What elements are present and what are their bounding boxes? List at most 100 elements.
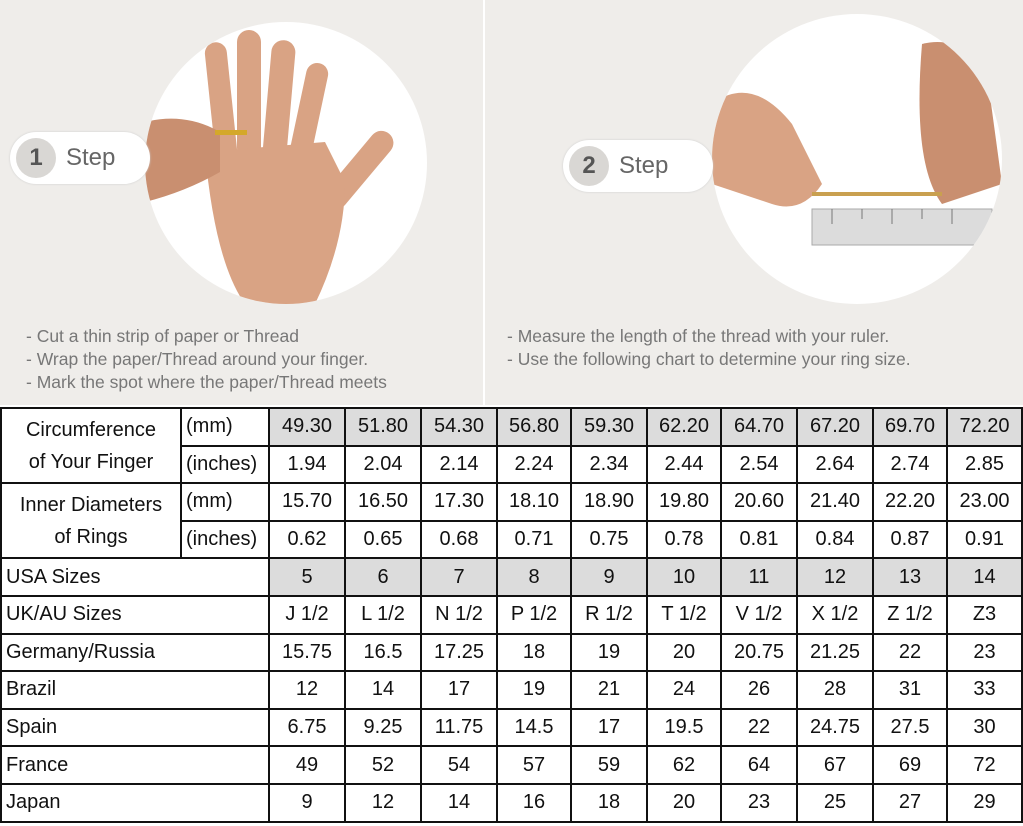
- table-cell: 15.75: [268, 632, 346, 673]
- table-cell: 23.00: [946, 482, 1023, 522]
- table-cell: 54: [420, 745, 498, 785]
- table-cell: 59: [570, 745, 648, 785]
- table-cell: 56.80: [496, 407, 572, 447]
- table-cell: 69.70: [872, 407, 948, 447]
- thread-ruler-illustration: [712, 14, 1002, 304]
- table-cell: 16: [496, 782, 572, 823]
- step-label: Step: [619, 152, 669, 179]
- table-cell: 19: [570, 632, 648, 673]
- table-row: Japan 9 12 14 16 18 20 23 25 27 29: [0, 782, 1023, 823]
- panel-divider: [483, 0, 485, 405]
- table-row: (inches) 0.62 0.65 0.68 0.71 0.75 0.78 0.81 0.84…: [1, 519, 1023, 560]
- table-cell: 18.90: [570, 482, 648, 522]
- table-cell: 0.71: [496, 519, 572, 560]
- table-cell: 2.54: [720, 444, 798, 485]
- table-row: USA Sizes 5 6 7 8 9 10 11 12 13 14: [0, 557, 1023, 597]
- instruction-text: - Measure the length of the thread with …: [507, 326, 890, 346]
- step-number: 1: [16, 138, 56, 178]
- table-cell: 0.87: [872, 519, 948, 560]
- table-cell: 7: [420, 557, 498, 597]
- table-cell: P 1/2: [496, 594, 572, 635]
- table-cell: 12: [796, 557, 874, 597]
- row-header: UK/AU Sizes: [0, 594, 270, 635]
- table-cell: N 1/2: [420, 594, 498, 635]
- table-cell: 2.24: [496, 444, 572, 485]
- unit-label: (inches): [180, 519, 270, 560]
- row-header: Spain: [0, 707, 270, 748]
- table-cell: 9.25: [344, 707, 422, 748]
- table-cell: 16.5: [344, 632, 422, 673]
- table-row: France 49 52 54 57 59 62 64 67 69 72: [0, 745, 1023, 785]
- instruction-text: - Mark the spot where the paper/Thread m…: [26, 372, 387, 392]
- table-cell: 15.70: [268, 482, 346, 522]
- table-cell: 0.62: [268, 519, 346, 560]
- table-cell: 21.40: [796, 482, 874, 522]
- table-cell: L 1/2: [344, 594, 422, 635]
- table-cell: 57: [496, 745, 572, 785]
- table-cell: 2.14: [420, 444, 498, 485]
- table-cell: 8: [496, 557, 572, 597]
- table-cell: 22: [872, 632, 948, 673]
- table-cell: Z 1/2: [872, 594, 948, 635]
- step-number: 2: [569, 146, 609, 186]
- table-cell: 0.78: [646, 519, 722, 560]
- table-row: UK/AU Sizes J 1/2 L 1/2 N 1/2 P 1/2 R 1/2 T 1/…: [0, 594, 1023, 635]
- row-header: Germany/Russia: [0, 632, 270, 673]
- table-cell: Z3: [946, 594, 1023, 635]
- table-cell: 24.75: [796, 707, 874, 748]
- unit-label: (mm): [180, 482, 270, 522]
- table-cell: 10: [646, 557, 722, 597]
- table-cell: 12: [344, 782, 422, 823]
- instructions-panel: 1 Step - Cut a thin strip of paper or Th…: [0, 0, 1023, 405]
- instruction-text: - Cut a thin strip of paper or Thread: [26, 326, 300, 346]
- table-cell: R 1/2: [570, 594, 648, 635]
- table-cell: 14: [946, 557, 1023, 597]
- table-cell: 72: [946, 745, 1023, 785]
- table-cell: 72.20: [946, 407, 1023, 447]
- table-cell: 64: [720, 745, 798, 785]
- table-cell: 23: [946, 632, 1023, 673]
- table-cell: 17: [570, 707, 648, 748]
- table-cell: 22: [720, 707, 798, 748]
- table-cell: 0.81: [720, 519, 798, 560]
- instruction-text: - Use the following chart to determine y…: [507, 349, 911, 369]
- step-1-instructions: - Cut a thin strip of paper or Thread - …: [26, 325, 387, 394]
- row-header: Japan: [0, 782, 270, 823]
- table-cell: 20: [646, 782, 722, 823]
- table-cell: X 1/2: [796, 594, 874, 635]
- table-cell: 22.20: [872, 482, 948, 522]
- table-cell: 6: [344, 557, 422, 597]
- table-cell: 2.04: [344, 444, 422, 485]
- row-header: Circumference of Your Finger: [0, 406, 182, 485]
- table-cell: 18.10: [496, 482, 572, 522]
- table-row: (inches) 1.94 2.04 2.14 2.24 2.34 2.44 2.54 2.64…: [1, 444, 1023, 485]
- table-cell: 21.25: [796, 632, 874, 673]
- table-cell: 29: [946, 782, 1023, 823]
- table-cell: 2.34: [570, 444, 648, 485]
- table-cell: 67.20: [796, 407, 874, 447]
- table-cell: V 1/2: [720, 594, 798, 635]
- table-cell: 17.25: [420, 632, 498, 673]
- table-cell: 18: [570, 782, 648, 823]
- table-cell: 64.70: [720, 407, 798, 447]
- table-cell: 67: [796, 745, 874, 785]
- table-cell: 25: [796, 782, 874, 823]
- table-cell: 24: [646, 670, 722, 710]
- table-row: Spain 6.75 9.25 11.75 14.5 17 19.5 22 24.75 27.5 3…: [0, 707, 1023, 748]
- row-header: Inner Diameters of Rings: [0, 482, 182, 560]
- table-cell: 28: [796, 670, 874, 710]
- table-cell: 14: [420, 782, 498, 823]
- row-header-line: of Rings: [54, 525, 128, 548]
- table-cell: 0.75: [570, 519, 648, 560]
- table-cell: 14: [344, 670, 422, 710]
- table-cell: 11: [720, 557, 798, 597]
- table-row: Germany/Russia 15.75 16.5 17.25 18 19 20 20.75 2…: [0, 632, 1023, 673]
- row-header: France: [0, 745, 270, 785]
- table-cell: 62.20: [646, 407, 722, 447]
- table-cell: 21: [570, 670, 648, 710]
- table-cell: 2.85: [946, 444, 1023, 485]
- table-cell: 13: [872, 557, 948, 597]
- row-header-line: Circumference: [25, 418, 157, 441]
- ring-size-table: Circumference of Your Finger (mm) 49.30 51.8…: [0, 406, 1023, 823]
- table-cell: 1.94: [268, 444, 346, 485]
